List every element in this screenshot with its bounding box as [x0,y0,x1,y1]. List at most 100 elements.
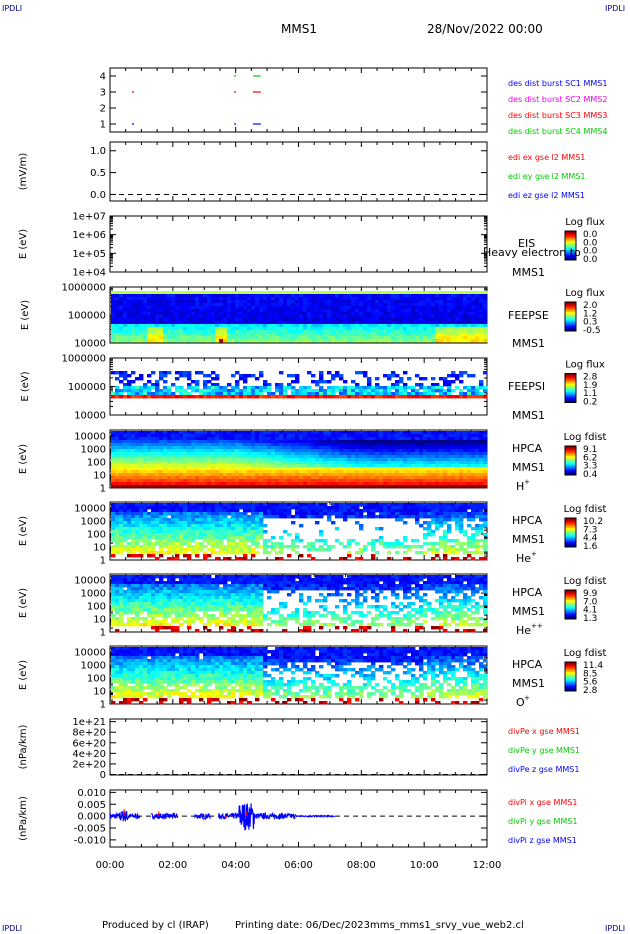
heat-cell [323,434,328,438]
heat-cell [259,321,264,325]
heat-cell [239,461,244,465]
heat-cell [363,395,368,399]
heat-cell [239,467,244,471]
heat-cell [387,306,392,310]
heat-cell [251,303,256,307]
heat-cell [447,333,452,337]
heat-cell [243,312,248,316]
heat-cell [367,443,372,447]
heat-cell [287,443,292,447]
heat-cell [371,470,376,474]
heat-cell [483,339,488,343]
heat-cell [407,473,412,477]
heat-cell [387,473,392,477]
heat-cell [463,336,468,340]
heat-cell [371,446,376,450]
colorbar-tick: 0.2 [583,398,597,408]
heat-cell [275,383,280,387]
heat-cell [151,312,156,316]
heat-cell [199,437,204,441]
heat-cell [191,458,196,462]
heat-cell [119,506,124,510]
heat-cell [315,294,320,298]
heat-cell [139,443,144,447]
heat-cell [335,386,340,390]
heat-cell [431,297,436,301]
heat-cell [403,431,408,435]
heat-cell [159,473,164,477]
heat-cell [331,315,336,319]
heat-cell [167,392,172,396]
heat-cell [267,476,272,480]
heat-cell [367,330,372,334]
heat-cell [471,303,476,307]
heat-cell [351,485,356,489]
heat-cell [159,315,164,319]
heat-cell [375,291,380,295]
heat-cell [315,446,320,450]
heat-cell [211,312,216,316]
heat-cell [127,443,132,447]
heat-cell [191,470,196,474]
heat-cell [255,479,260,483]
heat-cell [327,371,332,375]
heat-cell [475,443,480,447]
heat-cell [115,446,120,450]
heat-cell [331,291,336,295]
heat-cell [307,315,312,319]
heat-cell [203,431,208,435]
heat-cell [479,300,484,304]
heat-cell [439,309,444,313]
heat-cell [323,389,328,393]
heat-cell [475,452,480,456]
heat-cell [379,318,384,322]
heat-cell [379,386,384,390]
heat-cell [263,300,268,304]
heat-cell [227,395,232,399]
heat-cell [227,479,232,483]
heat-cell [167,339,172,343]
heat-cell [459,318,464,322]
heat-cell [411,434,416,438]
heat-cell [115,533,120,537]
heat-cell [359,485,364,489]
heat-cell [159,333,164,337]
heat-cell [411,461,416,465]
heat-cell [119,458,124,462]
heat-cell [327,309,332,313]
heat-cell [119,318,124,322]
heat-cell [175,297,180,301]
heat-cell [115,458,120,462]
heat-cell [259,461,264,465]
heat-cell [223,467,228,471]
colorbar-cell [565,373,576,376]
heat-cell [367,291,372,295]
heat-cell [419,386,424,390]
heat-cell [223,315,228,319]
heat-cell [331,473,336,477]
heat-cell [363,339,368,343]
heat-cell [363,458,368,462]
heat-cell [367,386,372,390]
heat-cell [259,333,264,337]
heat-cell [443,431,448,435]
heat-cell [383,321,388,325]
heat-cell [235,461,240,465]
heat-cell [279,470,284,474]
heat-cell [423,440,428,444]
heat-cell [199,300,204,304]
heat-cell [367,303,372,307]
heat-cell [191,467,196,471]
heat-cell [187,383,192,387]
heat-cell [219,470,224,474]
heat-cell [139,291,144,295]
heat-cell [439,312,444,316]
heat-cell [247,449,252,453]
heat-cell [279,464,284,468]
heat-cell [207,395,212,399]
heat-cell [127,374,132,378]
heat-cell [271,312,276,316]
heat-cell [327,300,332,304]
heat-cell [243,300,248,304]
heat-cell [391,437,396,441]
